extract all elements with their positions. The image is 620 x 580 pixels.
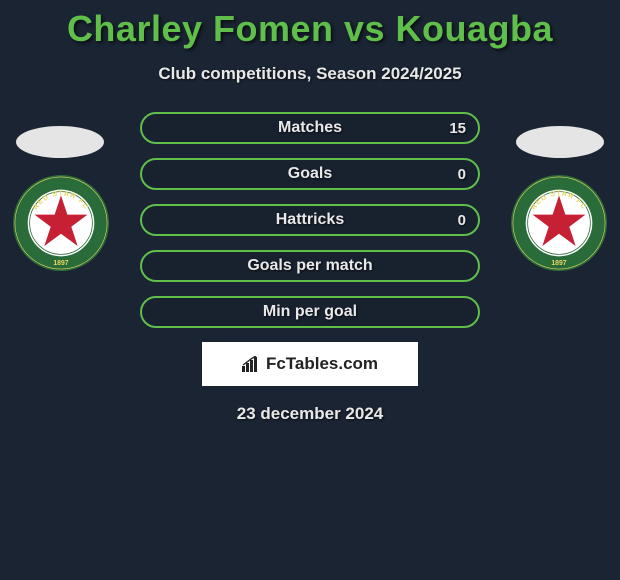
stat-label: Goals per match — [247, 257, 372, 275]
club-badge-left: RED STAR FC 1897 — [12, 174, 110, 272]
club-badge-right: RED STAR FC 1897 — [510, 174, 608, 272]
stat-row: Goals 0 — [140, 158, 480, 190]
stat-row: Goals per match — [140, 250, 480, 282]
player-photo-right — [516, 126, 604, 158]
generated-date: 23 december 2024 — [0, 404, 620, 424]
comparison-panel: RED STAR FC 1897 RED STAR FC 1897 Matche… — [0, 112, 620, 424]
watermark-text: FcTables.com — [266, 354, 378, 374]
red-star-fc-badge-icon: RED STAR FC 1897 — [510, 174, 608, 272]
stat-rows: Matches 15 Goals 0 Hattricks 0 Goals per… — [140, 112, 480, 328]
player-photo-left — [16, 126, 104, 158]
stat-value-right: 15 — [449, 120, 466, 137]
stat-row: Matches 15 — [140, 112, 480, 144]
stat-label: Hattricks — [276, 211, 344, 229]
svg-text:1897: 1897 — [53, 260, 68, 267]
site-watermark: FcTables.com — [202, 342, 418, 386]
stat-label: Matches — [278, 119, 342, 137]
bar-chart-icon — [242, 356, 262, 372]
stat-row: Hattricks 0 — [140, 204, 480, 236]
red-star-fc-badge-icon: RED STAR FC 1897 — [12, 174, 110, 272]
stat-label: Goals — [288, 165, 332, 183]
subtitle: Club competitions, Season 2024/2025 — [0, 64, 620, 84]
stat-value-right: 0 — [458, 166, 466, 183]
stat-row: Min per goal — [140, 296, 480, 328]
stat-value-right: 0 — [458, 212, 466, 229]
page-title: Charley Fomen vs Kouagba — [0, 0, 620, 50]
stat-label: Min per goal — [263, 303, 357, 321]
svg-text:1897: 1897 — [551, 260, 566, 267]
